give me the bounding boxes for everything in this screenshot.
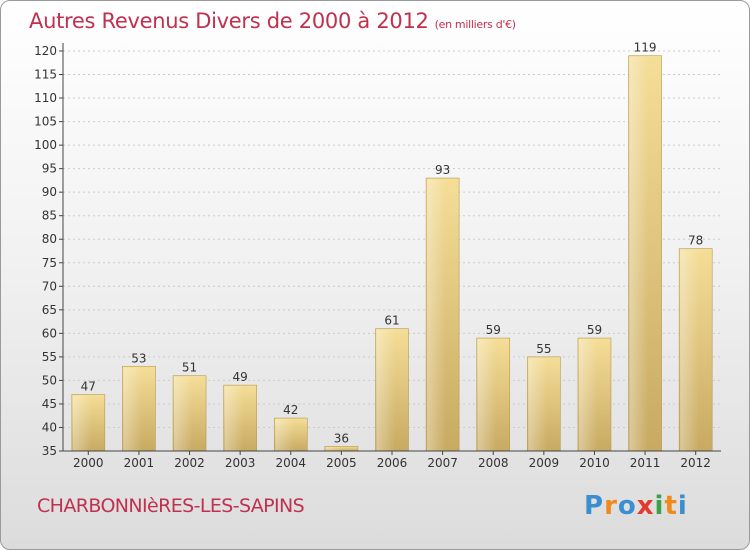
y-tick-label: 120 [34, 44, 57, 58]
y-tick-label: 65 [42, 303, 57, 317]
commune-name: CHARBONNIèRES-LES-SAPINS [37, 495, 305, 517]
chart-title: Autres Revenus Divers de 2000 à 2012 (en … [29, 9, 516, 33]
logo-letter: P [584, 491, 605, 521]
y-tick-label: 85 [42, 209, 57, 223]
x-tick-label: 2007 [427, 456, 458, 470]
logo-letter: x [636, 491, 655, 521]
bar-value-label: 49 [233, 370, 248, 384]
x-tick-label: 2011 [630, 456, 661, 470]
chart-title-text: Autres Revenus Divers de 2000 à 2012 [29, 9, 429, 33]
bar-highlight [427, 179, 459, 451]
y-tick-label: 100 [34, 138, 57, 152]
bar-value-label: 51 [182, 361, 197, 375]
logo-letter: i [677, 491, 688, 521]
bar-highlight [629, 56, 661, 452]
y-tick-label: 55 [42, 350, 57, 364]
y-tick-label: 90 [42, 185, 57, 199]
x-tick-label: 2008 [478, 456, 509, 470]
x-tick-label: 2003 [225, 456, 256, 470]
logo-letter: t [664, 491, 678, 521]
bar-highlight [224, 386, 256, 451]
chart-title-unit: (en milliers d'€) [434, 18, 516, 31]
bar-highlight [174, 376, 206, 451]
bar-value-label: 78 [688, 234, 703, 248]
bar-value-label: 119 [634, 41, 657, 55]
bar-highlight [275, 419, 307, 451]
bar-highlight [680, 249, 712, 451]
bar-highlight [477, 339, 509, 451]
x-tick-label: 2002 [174, 456, 205, 470]
bar-value-label: 36 [334, 431, 349, 445]
x-tick-label: 2012 [680, 456, 711, 470]
y-tick-label: 45 [42, 397, 57, 411]
bar-value-label: 59 [486, 323, 501, 337]
bar-value-label: 93 [435, 163, 450, 177]
y-tick-label: 40 [42, 420, 57, 434]
bar-highlight [528, 357, 560, 451]
logo-letter: i [654, 491, 665, 521]
bar-value-label: 47 [81, 380, 96, 394]
bar-value-label: 42 [283, 403, 298, 417]
proxiti-logo: Proxiti [584, 491, 688, 521]
y-tick-label: 60 [42, 326, 57, 340]
y-tick-label: 110 [34, 91, 57, 105]
logo-letter: o [617, 491, 637, 521]
bar-highlight [72, 395, 104, 451]
x-tick-label: 2001 [124, 456, 155, 470]
y-tick-label: 115 [34, 68, 57, 82]
x-tick-label: 2010 [579, 456, 610, 470]
bar-highlight [325, 447, 357, 451]
bar-highlight [123, 367, 155, 451]
logo-letter: r [604, 491, 618, 521]
y-tick-label: 35 [42, 444, 57, 458]
x-tick-label: 2006 [377, 456, 408, 470]
y-tick-label: 75 [42, 256, 57, 270]
x-tick-label: 2005 [326, 456, 357, 470]
bar-highlight [578, 339, 610, 451]
y-tick-label: 95 [42, 162, 57, 176]
x-tick-label: 2000 [73, 456, 104, 470]
bar-value-label: 55 [536, 342, 551, 356]
x-tick-label: 2009 [529, 456, 560, 470]
bar-value-label: 59 [587, 323, 602, 337]
bar-value-label: 53 [131, 351, 146, 365]
bar-value-label: 61 [384, 314, 399, 328]
y-tick-label: 70 [42, 279, 57, 293]
y-tick-label: 105 [34, 115, 57, 129]
y-tick-label: 80 [42, 232, 57, 246]
y-tick-label: 50 [42, 373, 57, 387]
bar-highlight [376, 329, 408, 451]
x-tick-label: 2004 [275, 456, 306, 470]
